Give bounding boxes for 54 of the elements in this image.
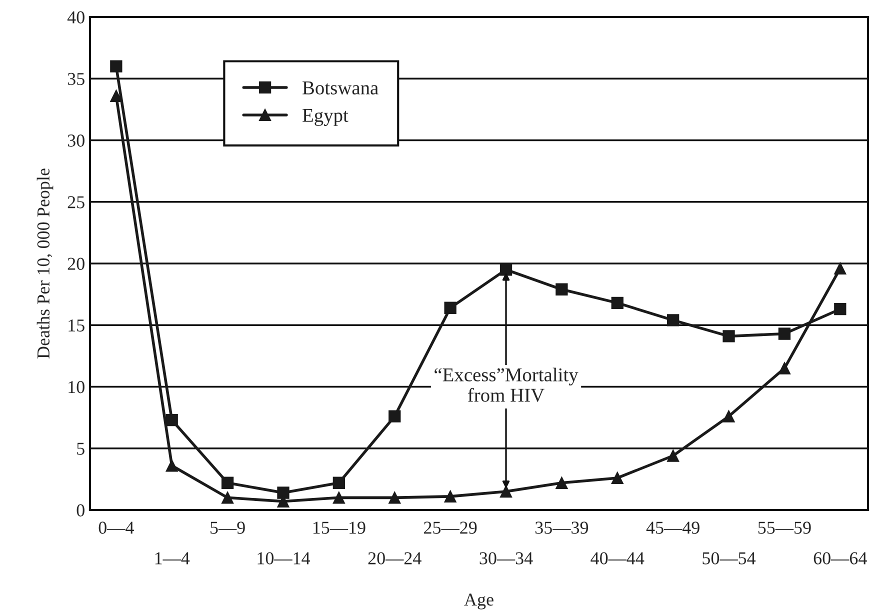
legend-label: Egypt [302, 109, 348, 126]
y-tick-label: 20 [68, 258, 84, 270]
x-tick-label: 15—19 [313, 522, 366, 534]
x-tick-label: 60—64 [814, 552, 867, 564]
point [277, 486, 290, 499]
point [388, 492, 401, 504]
x-tick-label: 20—24 [368, 552, 422, 564]
y-axis-title: Deaths Per 10, 000 People [36, 168, 54, 359]
y-tick-label: 40 [67, 11, 84, 24]
x-tick-label: 40—44 [590, 552, 644, 564]
point [556, 283, 568, 296]
y-tick-label: 5 [77, 442, 84, 455]
point [166, 414, 178, 426]
point [722, 410, 735, 422]
y-tick-label: 35 [68, 72, 84, 86]
x-tick-label: 30—34 [480, 552, 533, 564]
x-tick-label: 1—4 [155, 552, 190, 564]
x-tick-label: 50—54 [702, 552, 756, 564]
y-tick-label: 30 [68, 134, 84, 147]
point [834, 262, 846, 275]
x-tick-label: 5—9 [210, 522, 245, 534]
x-tick-label: 35—39 [535, 522, 588, 534]
point [221, 492, 234, 504]
point [166, 460, 178, 472]
point [500, 264, 512, 276]
point [388, 410, 401, 422]
x-tick-label: 0—4 [98, 522, 134, 534]
point [444, 302, 456, 314]
x-axis-title: Age [464, 594, 494, 610]
y-tick-label: 25 [68, 196, 84, 208]
x-tick-label: 10—14 [258, 552, 310, 564]
annotation: “Excess”Mortality from HIV [434, 368, 578, 402]
x-tick-label: 55—59 [758, 522, 811, 534]
point [667, 450, 680, 462]
point [110, 60, 122, 72]
point [444, 490, 456, 503]
point [722, 330, 735, 342]
point [221, 476, 234, 489]
x-tick-label: 45—49 [646, 522, 700, 534]
y-tick-label: 10 [68, 381, 84, 394]
y-tick-label: 0 [76, 504, 84, 516]
y-tick-label: 15 [68, 319, 84, 332]
point [556, 476, 568, 489]
point [778, 328, 791, 340]
point [332, 492, 346, 504]
point [611, 296, 624, 310]
point [611, 472, 624, 484]
point [834, 303, 846, 316]
point [500, 485, 512, 498]
legend-label: Botswana [302, 82, 378, 94]
point [778, 362, 791, 374]
point [667, 314, 680, 326]
point [332, 476, 346, 489]
x-tick-label: 25—29 [424, 522, 477, 534]
